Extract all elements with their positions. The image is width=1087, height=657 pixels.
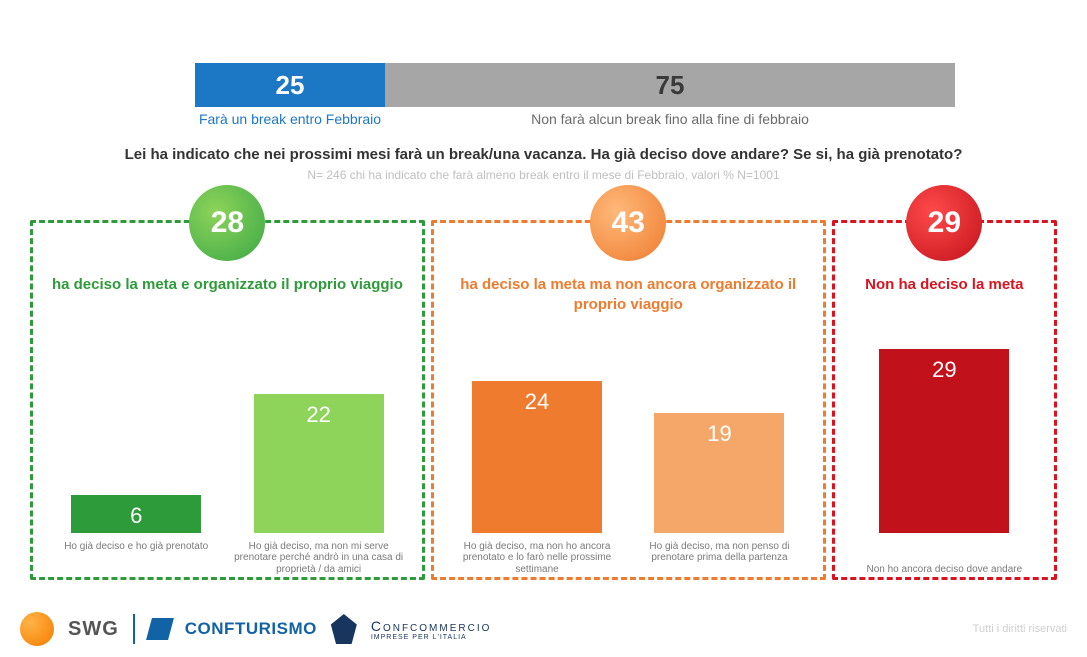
bar-value-label: 29 — [932, 357, 956, 383]
bar-label-row: Ho già deciso, ma non ho ancora prenotat… — [434, 541, 823, 576]
confcommercio-icon — [331, 614, 357, 644]
panel-circle-value: 43 — [590, 185, 666, 261]
bar-column: 6 — [45, 497, 227, 533]
bar-label-row: Ho già deciso e ho già prenotatoHo già d… — [33, 541, 422, 576]
bar-column: 24 — [446, 383, 628, 533]
panel: 43ha deciso la meta ma non ancora organi… — [431, 220, 826, 580]
bar-group: 24 19 — [434, 343, 823, 533]
bar-category-label: Non ho ancora deciso dove andare — [847, 564, 1042, 576]
bar-column: 29 — [847, 351, 1042, 533]
bar-value-label: 24 — [525, 389, 549, 415]
bar-label-row: Non ho ancora deciso dove andare — [835, 564, 1054, 576]
panel: 28ha deciso la meta e organizzato il pro… — [30, 220, 425, 580]
bar-group: 6 22 — [33, 343, 422, 533]
survey-question: Lei ha indicato che nei prossimi mesi fa… — [0, 146, 1087, 163]
confcommercio-main: Confcommercio — [371, 618, 492, 634]
panel-title: ha deciso la meta e organizzato il propr… — [33, 275, 422, 295]
bar-value-label: 19 — [707, 421, 731, 447]
panel: 29Non ha deciso la meta29Non ho ancora d… — [832, 220, 1057, 580]
rights-text: Tutti i diritti riservati — [973, 623, 1067, 635]
swg-logo-text: SWG — [68, 618, 119, 641]
bar-value-label: 6 — [130, 503, 142, 529]
panel-circle-value: 28 — [189, 185, 265, 261]
confturismo-text: CONFTURISMO — [185, 619, 317, 639]
bar-value-label: 22 — [306, 402, 330, 428]
footer: SWG CONFTURISMO Confcommercio IMPRESE PE… — [20, 609, 1067, 649]
bar-category-label: Ho già deciso, ma non ho ancora prenotat… — [446, 541, 628, 576]
divider — [133, 614, 135, 644]
bar-group: 29 — [835, 343, 1054, 533]
confturismo-icon — [146, 618, 174, 640]
bar-category-label: Ho già deciso, ma non mi serve prenotare… — [227, 541, 409, 576]
confcommercio-sub: IMPRESE PER L'ITALIA — [371, 634, 492, 641]
confcommercio-text: Confcommercio IMPRESE PER L'ITALIA — [371, 618, 492, 641]
stacked-bar-chart: 2575 Farà un break entro FebbraioNon far… — [195, 63, 955, 127]
panel-circle-value: 29 — [906, 185, 982, 261]
panel-container: 28ha deciso la meta e organizzato il pro… — [30, 220, 1057, 580]
panel-title: ha deciso la meta ma non ancora organizz… — [434, 275, 823, 316]
stacked-segment: 75 — [385, 63, 955, 107]
stacked-segment-label: Non farà alcun break fino alla fine di f… — [385, 111, 955, 127]
swg-logo-icon — [20, 612, 54, 646]
stacked-segment: 25 — [195, 63, 385, 107]
bar-column: 22 — [227, 396, 409, 533]
bar-category-label: Ho già deciso e ho già prenotato — [45, 541, 227, 576]
bar-column: 19 — [628, 415, 810, 533]
panel-title: Non ha deciso la meta — [835, 275, 1054, 295]
stacked-segment-label: Farà un break entro Febbraio — [195, 111, 385, 127]
bar-category-label: Ho già deciso, ma non penso di prenotare… — [628, 541, 810, 576]
sample-note: N= 246 chi ha indicato che farà almeno b… — [0, 168, 1087, 182]
